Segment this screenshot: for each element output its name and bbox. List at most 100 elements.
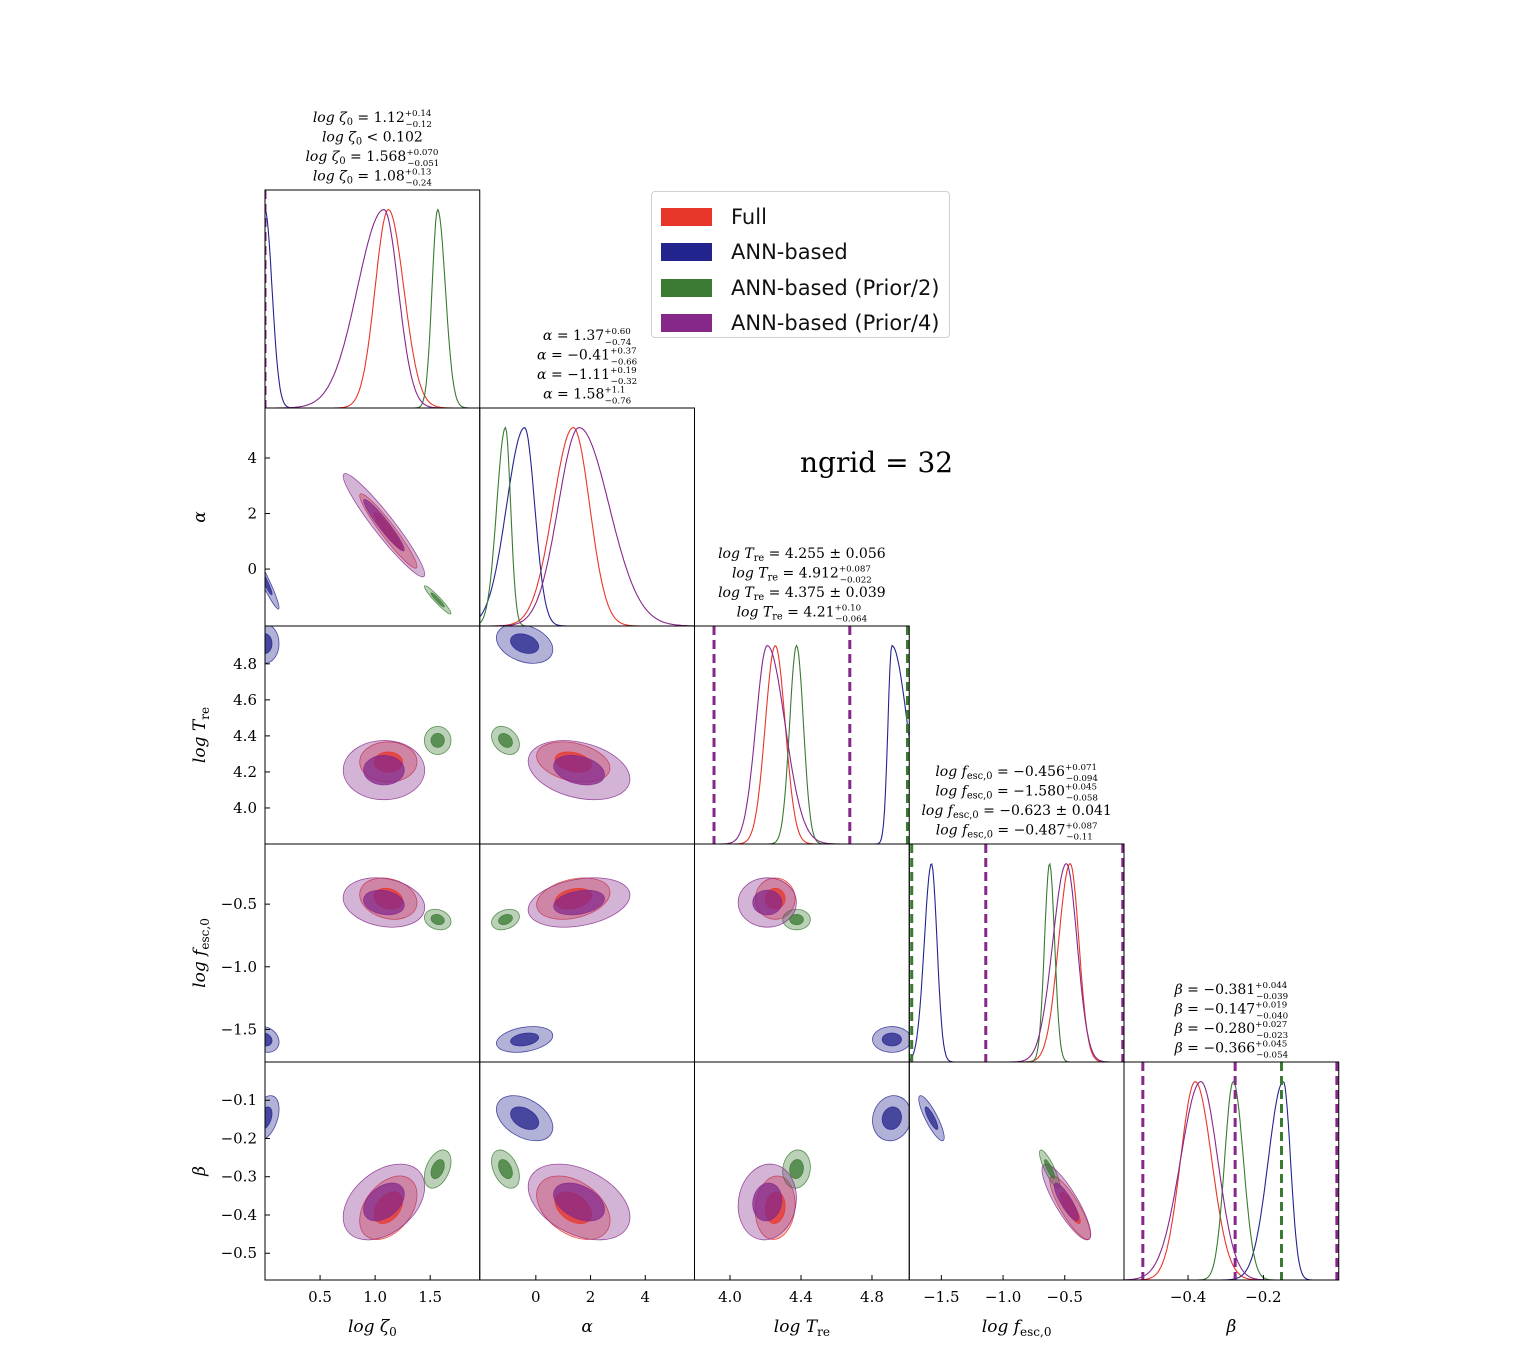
title-part: 0 (339, 156, 345, 167)
y-tick-label: −1.5 (221, 1020, 257, 1038)
y-tick-label: −0.5 (221, 895, 257, 913)
title-part: re (768, 573, 779, 584)
title-part: α (537, 367, 547, 383)
contour-1sigma-ann-based-prior-2- (430, 1159, 445, 1180)
contour-1sigma-ann-based-prior-4- (363, 754, 405, 786)
title-part: −1.580 (1013, 784, 1065, 800)
title-part: log f (935, 764, 969, 780)
axis-label-main: α (581, 1317, 593, 1337)
panel-content (918, 1095, 1092, 1241)
contour-1sigma-ann-based (510, 1032, 540, 1047)
marginal-curve-ann-based (909, 863, 1124, 1062)
contour-1sigma-ann-based-prior-2- (789, 1159, 804, 1180)
panel-frame (479, 843, 695, 1063)
title-part: 4.255 ± 0.056 (785, 546, 886, 562)
x-tick-label: −1.0 (985, 1288, 1021, 1306)
title-part: −0.094 (1066, 774, 1099, 784)
title-part: −0.054 (1256, 1051, 1289, 1061)
title-part: 0 (347, 117, 353, 128)
title-part: +0.19 (610, 366, 637, 376)
x-tick-label: −1.5 (923, 1288, 959, 1306)
panel-frame (694, 625, 910, 845)
marginal-curve-full (1124, 1081, 1339, 1280)
title-part: −0.76 (605, 397, 632, 407)
legend-swatch (661, 278, 712, 297)
title-part: = (993, 823, 1014, 839)
x-tick-label: 0 (531, 1288, 541, 1306)
contour-panel-3-0: −1.5 −1.0 −0.5 log fesc,0 (190, 843, 481, 1063)
contour-2sigma-ann-based (265, 626, 280, 664)
title-part: esc,0 (967, 791, 993, 802)
contour-panel-2-0: 4.0 4.2 4.4 4.6 4.8 log Tre (190, 625, 481, 845)
y-tick-label: 2 (247, 505, 257, 523)
title-part: = (552, 328, 573, 344)
panel-frame (694, 843, 910, 1063)
title-part: = (778, 566, 799, 582)
title-part: −0.058 (1066, 794, 1098, 804)
contour-1sigma-ann-based-prior-4- (363, 498, 405, 552)
title-part: 4.21 (803, 605, 834, 621)
title-part: −0.064 (835, 615, 868, 625)
title-part: esc,0 (967, 771, 993, 782)
title-part: α (543, 328, 553, 344)
contour-panel-4-0: 0.5 1.0 1.5 log ζ0 −0.5 −0.4 −0.3 −0.2 −0.1 β (190, 1061, 481, 1339)
title-part: β (1174, 982, 1183, 998)
panel-content (265, 1095, 452, 1241)
contour-1sigma-ann-based-prior-4- (363, 889, 405, 916)
contour-panel-4-3: −1.5 −1.0 −0.5 log fesc,0 (908, 1061, 1125, 1339)
title-part: = (547, 367, 568, 383)
x-tick-label: 4 (640, 1288, 650, 1306)
x-tick-label: 2 (586, 1288, 596, 1306)
title-part: β (1174, 1041, 1183, 1057)
title-line: log fesc,0 = −1.580+0.045 −0.058 (935, 783, 1098, 804)
title-part: = (1183, 982, 1204, 998)
title-part: log ζ (313, 169, 348, 185)
title-part: −0.280 (1203, 1021, 1255, 1037)
title-line: log fesc,0 = −0.487+0.087 −0.11 (936, 822, 1098, 843)
y-tick-label: 4.6 (233, 691, 257, 709)
title-part: −0.366 (1203, 1041, 1255, 1057)
title-part: α (543, 387, 553, 403)
title-part: = (553, 387, 574, 403)
contour-1sigma-ann-based-prior-4- (553, 754, 605, 786)
y-tick-label: −0.1 (221, 1091, 257, 1109)
panel-content (1124, 1062, 1339, 1280)
x-tick-label: 4.4 (789, 1288, 813, 1306)
legend: Full ANN-based ANN-based (Prior/2) ANN-b… (651, 191, 950, 338)
panel-frame (479, 407, 695, 627)
title-part: −0.11 (1066, 833, 1093, 843)
title-part: +0.13 (405, 168, 432, 178)
title-part: 0.102 (383, 130, 423, 146)
x-axis-label: β (1225, 1317, 1236, 1337)
title-part: 0 (356, 137, 362, 148)
axis-label-sub: re (198, 707, 212, 720)
contour-1sigma-ann-based-prior-4- (363, 1182, 405, 1222)
y-axis-label: log fesc,0 (190, 918, 212, 988)
contour-1sigma-ann-based (881, 1106, 902, 1130)
legend-label: ANN-based (731, 240, 848, 265)
contour-panel-3-2 (694, 843, 910, 1063)
y-axis-label: log Tre (190, 707, 212, 763)
panel-content (694, 626, 910, 844)
axis-label-main: log ζ (348, 1317, 391, 1337)
contour-1sigma-ann-based-prior-4- (553, 1182, 605, 1222)
title-line: log ζ0 < 0.102 (322, 130, 423, 148)
contour-1sigma-ann-based (881, 1032, 902, 1047)
y-axis-label: β (190, 1166, 210, 1177)
x-axis-label: log fesc,0 (982, 1317, 1052, 1339)
title-part: −0.147 (1203, 1002, 1255, 1018)
y-tick-label: 4.4 (233, 727, 257, 745)
legend-label: ANN-based (Prior/2) (731, 275, 940, 300)
title-part: +0.045 (1255, 1040, 1287, 1050)
legend-item-ann: ANN-based (661, 235, 940, 271)
x-tick-label: 1.5 (418, 1288, 442, 1306)
title-part: −0.41 (567, 348, 610, 364)
marginal-curve-full (909, 862, 1124, 1062)
title-part: = (764, 546, 785, 562)
title-part: 1.58 (573, 387, 604, 403)
axis-label-main: log f (190, 947, 210, 988)
title-part: α (537, 348, 547, 364)
marginal-curve-ann-based-prior-2- (1124, 1080, 1339, 1280)
axis-label-main: α (190, 511, 210, 523)
title-part: β (1174, 1021, 1183, 1037)
